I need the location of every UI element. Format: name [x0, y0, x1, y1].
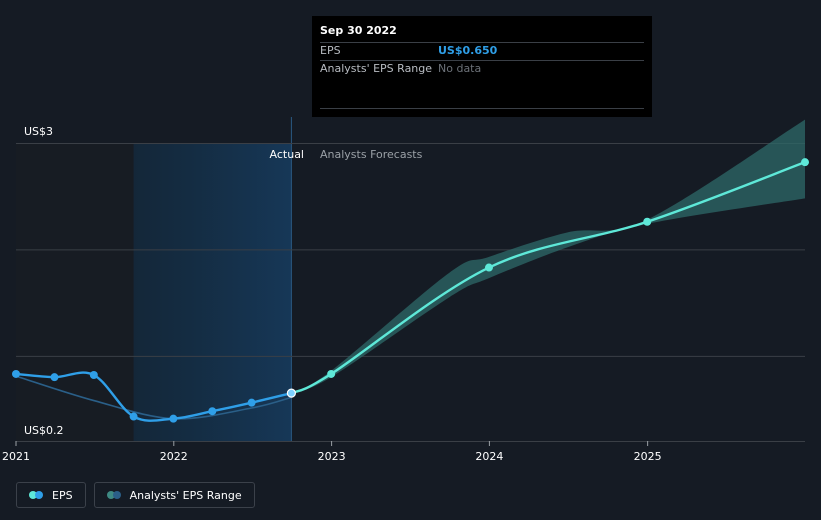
tooltip-date: Sep 30 2022 — [320, 24, 397, 37]
gridlines — [16, 143, 805, 442]
region-label-actual: Actual — [270, 148, 304, 161]
eps-point-actual — [129, 412, 138, 421]
eps-points — [12, 158, 809, 423]
tooltip-range-value: No data — [438, 62, 482, 75]
chart-labels: US$3 US$0.2 Actual Analysts Forecasts — [24, 125, 423, 437]
tooltip-range-label: Analysts' EPS Range — [320, 62, 433, 75]
tooltip-eps-value: US$0.650 — [438, 44, 498, 57]
tooltip: Sep 30 2022 EPS US$0.650 Analysts' EPS R… — [312, 16, 652, 117]
eps-point-forecast — [801, 158, 809, 167]
tooltip-eps-label: EPS — [320, 44, 341, 57]
tooltip-row-eps: EPS US$0.650 — [320, 42, 644, 60]
x-tick-label: 2024 — [475, 450, 503, 463]
eps-point-actual — [208, 407, 217, 416]
legend-item-eps[interactable]: EPS — [16, 482, 86, 508]
y-label-bottom: US$0.2 — [24, 424, 64, 437]
x-tick-label: 2023 — [318, 450, 346, 463]
x-axis-ticks: 2021 2022 2023 2024 2025 — [2, 441, 662, 463]
x-tick-label: 2025 — [634, 450, 662, 463]
eps-point-actual — [169, 414, 178, 423]
legend: EPS Analysts' EPS Range — [16, 482, 255, 508]
legend-label-analysts-eps-range: Analysts' EPS Range — [129, 488, 242, 502]
eps-point-actual — [89, 371, 98, 380]
eps-point-actual — [12, 369, 20, 378]
eps-point-forecast — [327, 369, 336, 378]
eps-point-forecast — [643, 217, 652, 226]
legend-label-eps: EPS — [52, 488, 73, 502]
range-legend-icon — [106, 491, 123, 499]
eps-legend-icon — [29, 491, 45, 499]
eps-point-forecast — [484, 263, 493, 272]
eps-point-actual — [247, 398, 256, 407]
eps-point-current — [286, 388, 296, 398]
legend-item-analysts-eps-range[interactable]: Analysts' EPS Range — [93, 482, 255, 508]
region-label-forecast: Analysts Forecasts — [320, 148, 423, 161]
tooltip-row-range: Analysts' EPS Range No data — [320, 60, 644, 78]
x-tick-label: 2021 — [2, 450, 30, 463]
y-label-top: US$3 — [24, 125, 53, 138]
highlight-band — [133, 143, 292, 441]
eps-point-actual — [50, 373, 59, 382]
past-band — [16, 143, 134, 441]
tooltip-divider — [320, 108, 644, 109]
background-bands — [16, 117, 292, 441]
x-tick-label: 2022 — [160, 450, 188, 463]
